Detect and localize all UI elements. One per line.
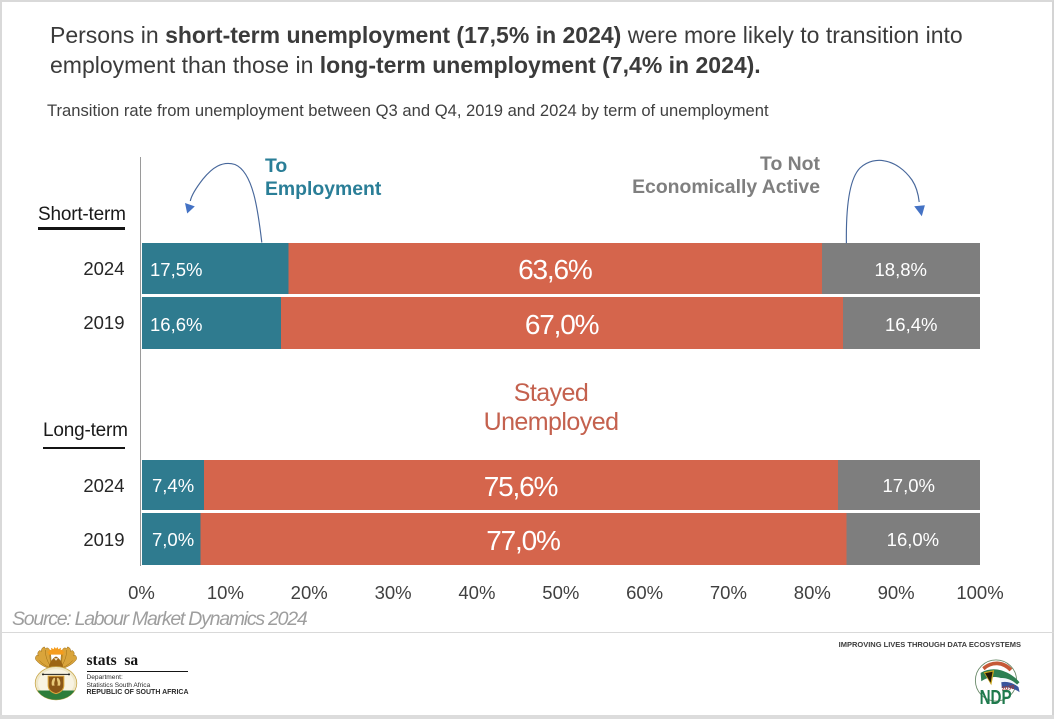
svg-text:NDP: NDP bbox=[980, 686, 1012, 704]
svg-text:2030: 2030 bbox=[1001, 685, 1015, 693]
